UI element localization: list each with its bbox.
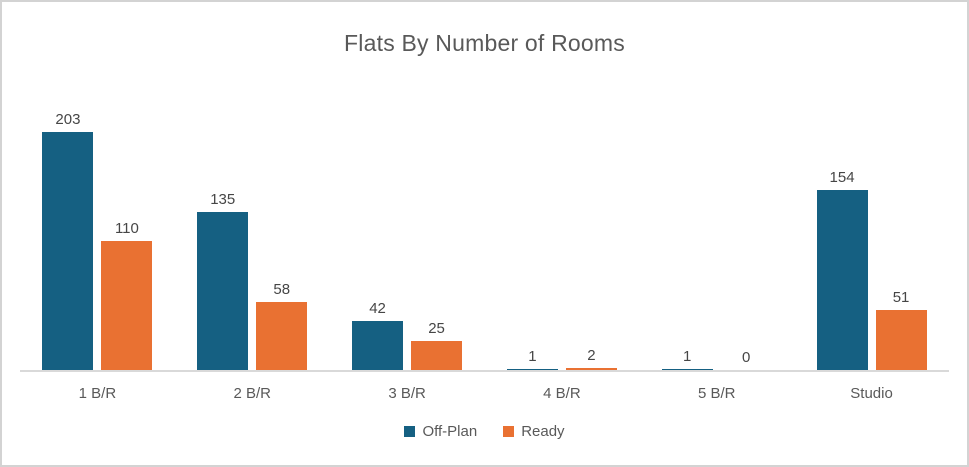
bar-col-ready-4-b-r: 2 xyxy=(565,347,617,370)
data-label-ready-5-b-r: 0 xyxy=(742,349,751,366)
bar-col-off-plan-2-b-r: 135 xyxy=(197,191,249,370)
category-label-4-b-r: 4 B/R xyxy=(543,385,581,402)
bar-off-plan-4-b-r xyxy=(506,369,558,370)
category-label-5-b-r: 5 B/R xyxy=(697,385,736,402)
legend-label-off-plan: Off-Plan xyxy=(422,423,478,440)
bar-col-ready-studio: 51 xyxy=(875,289,927,370)
data-label-ready-1-b-r: 110 xyxy=(114,220,139,237)
bar-col-off-plan-1-b-r: 203 xyxy=(42,111,94,370)
data-label-ready-3-b-r: 25 xyxy=(428,320,445,337)
category-label-1-b-r: 1 B/R xyxy=(78,385,117,402)
legend-item-off-plan: Off-Plan xyxy=(404,423,477,440)
legend: Off-Plan Ready xyxy=(2,423,967,440)
bar-col-ready-5-b-r: 0 xyxy=(721,350,772,370)
chart-title: Flats By Number of Rooms xyxy=(344,30,625,56)
bar-col-off-plan-4-b-r: 1 xyxy=(506,348,558,370)
bar-col-off-plan-studio: 154 xyxy=(816,169,868,370)
bar-off-plan-5-b-r xyxy=(661,369,713,370)
bar-col-ready-2-b-r: 58 xyxy=(256,281,308,370)
bar-ready-2-b-r xyxy=(256,302,308,370)
category-label-studio: Studio xyxy=(850,385,893,402)
data-label-off-plan-2-b-r: 135 xyxy=(210,191,236,208)
x-axis-category-labels: 1 B/R 2 B/R 3 B/R 4 B/R 5 B/R Studio xyxy=(20,372,949,402)
bar-group-2-b-r: 135 58 xyxy=(175,192,330,370)
data-label-off-plan-3-b-r: 42 xyxy=(369,300,386,317)
bar-col-ready-3-b-r: 25 xyxy=(411,320,463,370)
bar-group-studio: 154 51 xyxy=(794,170,949,370)
bar-ready-4-b-r xyxy=(565,368,617,370)
bar-ready-studio xyxy=(875,310,927,370)
bar-off-plan-studio xyxy=(816,190,868,370)
bar-group-3-b-r: 42 25 xyxy=(330,301,485,370)
bar-ready-3-b-r xyxy=(411,341,463,370)
bar-group-1-b-r: 203 110 xyxy=(20,112,175,370)
bar-ready-1-b-r xyxy=(101,241,153,370)
bar-off-plan-3-b-r xyxy=(352,321,404,370)
category-label-2-b-r: 2 B/R xyxy=(233,385,271,402)
data-label-off-plan-studio: 154 xyxy=(829,169,855,186)
data-label-off-plan-5-b-r: 1 xyxy=(683,348,692,365)
legend-swatch-ready xyxy=(503,426,515,437)
legend-swatch-off-plan xyxy=(404,426,416,437)
bar-col-ready-1-b-r: 110 xyxy=(101,220,153,370)
category-label-3-b-r: 3 B/R xyxy=(388,385,426,402)
bar-col-off-plan-3-b-r: 42 xyxy=(352,300,404,370)
bar-off-plan-1-b-r xyxy=(42,132,94,370)
data-label-ready-4-b-r: 2 xyxy=(587,347,596,364)
legend-label-ready: Ready xyxy=(521,423,565,440)
data-label-ready-studio: 51 xyxy=(892,289,910,306)
bar-off-plan-2-b-r xyxy=(197,212,249,370)
data-label-off-plan-1-b-r: 203 xyxy=(55,111,81,128)
data-label-off-plan-4-b-r: 1 xyxy=(528,348,537,365)
plot-area: 203 110 135 58 42 25 1 2 1 0 154 51 xyxy=(20,89,949,372)
legend-item-ready: Ready xyxy=(503,423,565,440)
data-label-ready-2-b-r: 58 xyxy=(273,281,291,298)
bar-col-off-plan-5-b-r: 1 xyxy=(661,348,713,370)
